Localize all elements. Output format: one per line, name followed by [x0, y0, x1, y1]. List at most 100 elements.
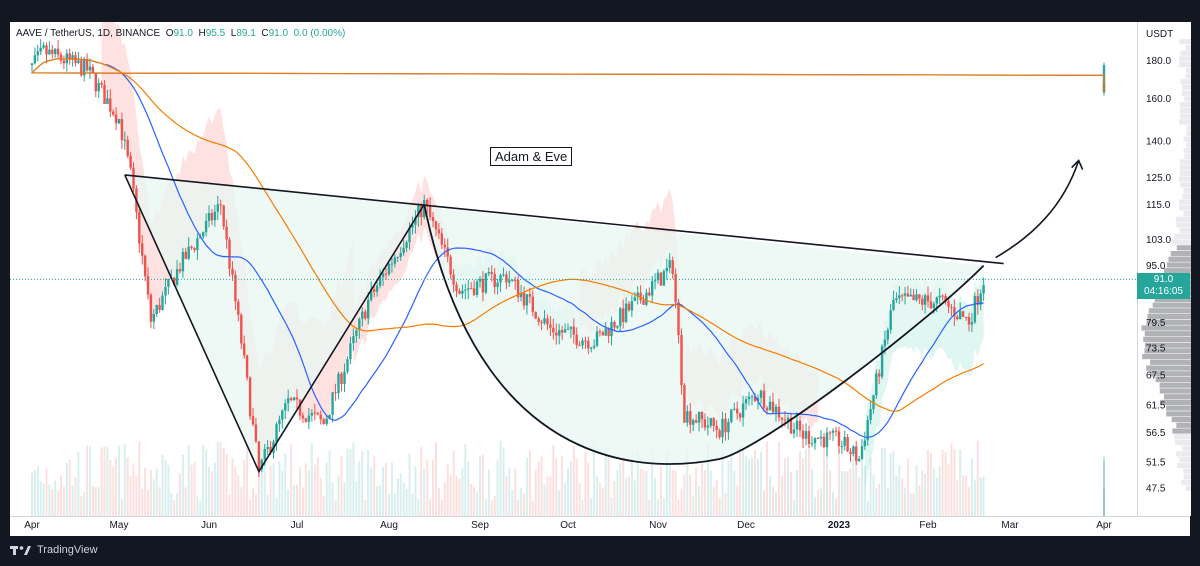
- volume-bar-202: [610, 497, 613, 516]
- candle-28: [100, 80, 103, 89]
- candle-55: [178, 262, 182, 274]
- time-label-7: Nov: [649, 520, 667, 531]
- volume-bar-201: [607, 460, 610, 516]
- volume-bar-293: [878, 483, 881, 516]
- profile-bar: [1186, 125, 1192, 131]
- profile-bar: [1171, 239, 1192, 245]
- price-plot[interactable]: [10, 22, 1137, 516]
- profile-bar: [1183, 147, 1191, 154]
- profile-bar: [1166, 405, 1191, 411]
- profile-bar: [1179, 102, 1192, 108]
- candle-130: [399, 247, 402, 261]
- profile-bar: [1166, 262, 1191, 268]
- volume-bar-212: [639, 468, 642, 516]
- volume-bar-229: [689, 474, 692, 516]
- volume-bar-59: [190, 464, 193, 516]
- profile-bar: [1182, 193, 1192, 199]
- volume-bar-177: [537, 461, 540, 516]
- volume-bar-210: [633, 480, 636, 516]
- candle-230: [692, 418, 695, 432]
- pattern-annotation[interactable]: Adam & Eve: [490, 147, 573, 166]
- volume-bar-102: [316, 457, 319, 516]
- volume-bar-206: [622, 457, 625, 516]
- profile-bar: [1172, 428, 1192, 434]
- volume-bar-187: [567, 467, 569, 516]
- volume-bar-42: [141, 489, 144, 516]
- profile-bar: [1179, 62, 1192, 68]
- candle-151: [461, 284, 464, 299]
- candle-314: [938, 288, 941, 305]
- candle-276: [828, 430, 832, 440]
- time-axis[interactable]: Apr May Jun Jul Aug Sep Oct Nov Dec 2023 Feb Mar Apr: [10, 516, 1190, 537]
- volume-bar-69: [219, 442, 222, 516]
- candle-281: [843, 430, 846, 451]
- volume-bar-244: [733, 470, 736, 516]
- profile-bar: [1166, 411, 1192, 417]
- candle-118: [364, 309, 367, 321]
- candle-129: [396, 256, 399, 263]
- volume-bar-77: [243, 460, 246, 516]
- profile-bar: [1163, 394, 1191, 400]
- candle-159: [484, 272, 488, 295]
- volume-bar-232: [698, 486, 701, 516]
- candle-238: [715, 420, 718, 439]
- volume-bar-80: [252, 488, 254, 516]
- profile-bar: [1174, 233, 1191, 239]
- candle-263: [789, 412, 793, 434]
- volume-bar-247: [742, 449, 745, 516]
- volume-bar-169: [514, 468, 517, 516]
- candle-294: [880, 344, 884, 380]
- volume-bar-125: [385, 462, 387, 516]
- price-axis[interactable]: 180.0 160.0 140.0 125.0 115.0 103.0 95.0 79.5 73…: [1137, 22, 1192, 516]
- tradingview-logo[interactable]: TradingView: [10, 544, 98, 556]
- candle-216: [651, 275, 654, 304]
- volume-bar-127: [390, 462, 393, 516]
- candle-302: [903, 287, 907, 305]
- volume-bar-224: [674, 470, 677, 516]
- candle-75: [237, 298, 240, 322]
- volume-bar-269: [808, 444, 810, 516]
- candle-213: [642, 294, 645, 305]
- candle-242: [727, 418, 730, 440]
- volume-bar-23: [86, 445, 89, 516]
- low-value: 89.1: [236, 28, 256, 39]
- candle-162: [493, 268, 496, 295]
- volume-bar-199: [601, 487, 604, 516]
- candle-209: [630, 294, 634, 317]
- volume-bar-82: [257, 465, 260, 516]
- candle-184: [558, 323, 561, 345]
- candle-60: [193, 247, 196, 253]
- volume-bar-140: [429, 499, 432, 516]
- candle-143: [437, 222, 441, 239]
- volume-bar-41: [138, 441, 141, 516]
- candle-307: [918, 294, 921, 305]
- candle-212: [639, 285, 642, 304]
- volume-bar-238: [715, 479, 718, 516]
- volume-bar-44: [147, 489, 149, 516]
- volume-bar-254: [763, 490, 765, 516]
- volume-bar-133: [408, 453, 411, 516]
- candle-234: [703, 413, 707, 431]
- candle-108: [334, 383, 337, 401]
- volume-bar-292: [875, 488, 878, 516]
- breakout-arrowhead: [1071, 159, 1084, 170]
- candle-38: [129, 152, 132, 170]
- volume-bar-153: [467, 462, 470, 516]
- candle-58: [187, 237, 190, 261]
- volume-bar-106: [328, 450, 331, 516]
- candle-191: [578, 341, 581, 347]
- candle-198: [598, 328, 602, 337]
- volume-bar-204: [616, 470, 619, 516]
- brand-name: TradingView: [37, 544, 98, 556]
- volume-bar-174: [528, 450, 531, 516]
- volume-profile: [1141, 39, 1192, 491]
- chart-pane[interactable]: AAVE / TetherUS, 1D, BINANCE O91.0 H95.5…: [10, 22, 1137, 516]
- candle-203: [613, 320, 616, 332]
- volume-bar-122: [376, 486, 379, 516]
- candle-204: [616, 325, 619, 330]
- candle-10: [48, 41, 51, 55]
- candle-306: [915, 289, 918, 302]
- candle-148: [452, 269, 455, 293]
- profile-bar: [1180, 107, 1192, 113]
- volume-bar-310: [927, 450, 929, 516]
